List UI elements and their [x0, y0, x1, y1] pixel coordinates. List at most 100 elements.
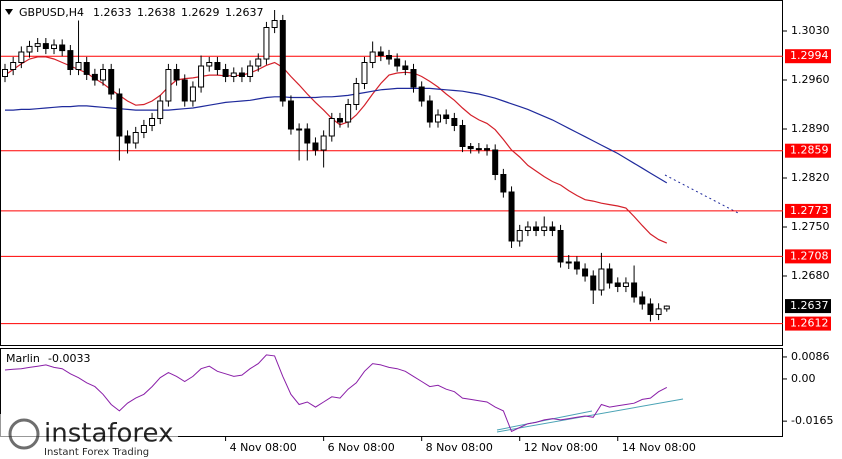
candle-body	[467, 145, 474, 150]
watermark-logo	[8, 418, 40, 450]
moving-average	[4, 56, 668, 244]
candle-body	[598, 268, 605, 291]
watermark: instaforex Instant Forex Trading	[0, 414, 178, 459]
candle-body	[75, 62, 82, 71]
candle-body	[222, 69, 229, 78]
x-tick-label: 14 Nov 08:00	[622, 441, 696, 454]
symbol: GBPUSD,H4	[19, 6, 84, 19]
trend-line	[496, 410, 593, 431]
y2-tick-label: -0.0165	[791, 414, 833, 427]
candle-body	[271, 20, 278, 29]
level-label: 1.2612	[790, 317, 829, 330]
indicator-line	[4, 354, 668, 433]
y-tick-label: 1.2960	[791, 73, 830, 86]
candle-body	[345, 104, 352, 123]
moving-average	[5, 87, 668, 184]
candle-body	[492, 149, 499, 175]
level-label-bg	[785, 49, 831, 64]
candle-body	[336, 117, 343, 123]
watermark-name: instaforex	[44, 419, 173, 449]
level-label: 1.2994	[790, 49, 829, 62]
candle-body	[328, 117, 335, 137]
level-label: 1.2708	[790, 249, 829, 262]
candle-body	[214, 62, 221, 71]
candle-body	[108, 69, 115, 95]
candle-body	[663, 305, 670, 310]
candle-body	[312, 142, 319, 151]
candle-body	[67, 50, 74, 71]
candle-body	[622, 282, 629, 287]
y2-tick-label: 0.00	[791, 372, 816, 385]
y-tick-label: 1.2680	[791, 269, 830, 282]
candle-body	[524, 226, 531, 231]
candle-body	[418, 86, 425, 102]
candle-body	[132, 131, 139, 144]
price-label: 1.2637	[790, 299, 829, 312]
indicator-value: -0.0033	[48, 352, 90, 365]
candle-body	[206, 62, 213, 67]
level-label-bg	[785, 316, 831, 331]
candle-body	[263, 27, 270, 60]
price-label-bg	[785, 299, 831, 314]
candle-body	[247, 65, 254, 78]
candle-body	[451, 117, 458, 126]
menu-icon[interactable]	[5, 9, 13, 15]
level-label: 1.2773	[790, 204, 829, 217]
x-tick-label: 12 Nov 08:00	[524, 441, 598, 454]
candle-body	[42, 43, 49, 50]
candle-body	[198, 65, 205, 88]
candle-body	[230, 72, 237, 78]
level-label-bg	[785, 143, 831, 158]
candle-body	[655, 308, 662, 315]
candle-body	[149, 117, 156, 126]
candle-body	[435, 114, 442, 123]
candle-body	[361, 62, 368, 85]
y-tick-label: 1.3030	[791, 24, 830, 37]
candle-body	[10, 62, 17, 71]
candle-body	[59, 44, 66, 52]
candle-body	[296, 128, 303, 131]
trend-line	[496, 398, 684, 433]
candle-body	[443, 114, 450, 119]
candle-body	[287, 100, 294, 130]
candle-body	[606, 268, 613, 284]
candle-body	[165, 69, 172, 102]
x-tick-label: 8 Nov 08:00	[426, 441, 493, 454]
candle-body	[100, 69, 107, 81]
candle-body	[541, 226, 548, 231]
header-high: 1.2638	[137, 6, 176, 19]
candle-body	[124, 135, 131, 144]
candle-body	[385, 55, 392, 60]
y2-tick-label: 0.0086	[791, 350, 830, 363]
watermark-tagline: Instant Forex Trading	[44, 447, 149, 458]
candle-body	[647, 303, 654, 315]
candle-body	[533, 226, 540, 231]
candle-body	[34, 43, 41, 47]
header-open: 1.2633	[93, 6, 132, 19]
candle-body	[573, 261, 580, 270]
candle-body	[173, 69, 180, 81]
candle-body	[557, 229, 564, 263]
candle-body	[91, 73, 98, 81]
candle-body	[51, 44, 58, 50]
header-low: 1.2629	[181, 6, 220, 19]
candle-body	[508, 191, 515, 242]
candle-body	[181, 79, 188, 102]
candle-body	[459, 124, 466, 147]
candle-body	[549, 226, 556, 231]
candle-body	[500, 173, 507, 193]
header-close: 1.2637	[225, 6, 264, 19]
ma-projection	[664, 174, 741, 215]
candle-body	[320, 135, 327, 151]
y-tick-label: 1.2890	[791, 122, 830, 135]
candle-body	[402, 65, 409, 71]
y-tick-label: 1.2750	[791, 220, 830, 233]
indicator-frame	[0, 348, 783, 437]
candle-body	[353, 83, 360, 106]
candle-body	[2, 69, 8, 78]
level-label-bg	[785, 203, 831, 218]
candle-body	[369, 51, 376, 64]
candle-body	[516, 229, 523, 242]
